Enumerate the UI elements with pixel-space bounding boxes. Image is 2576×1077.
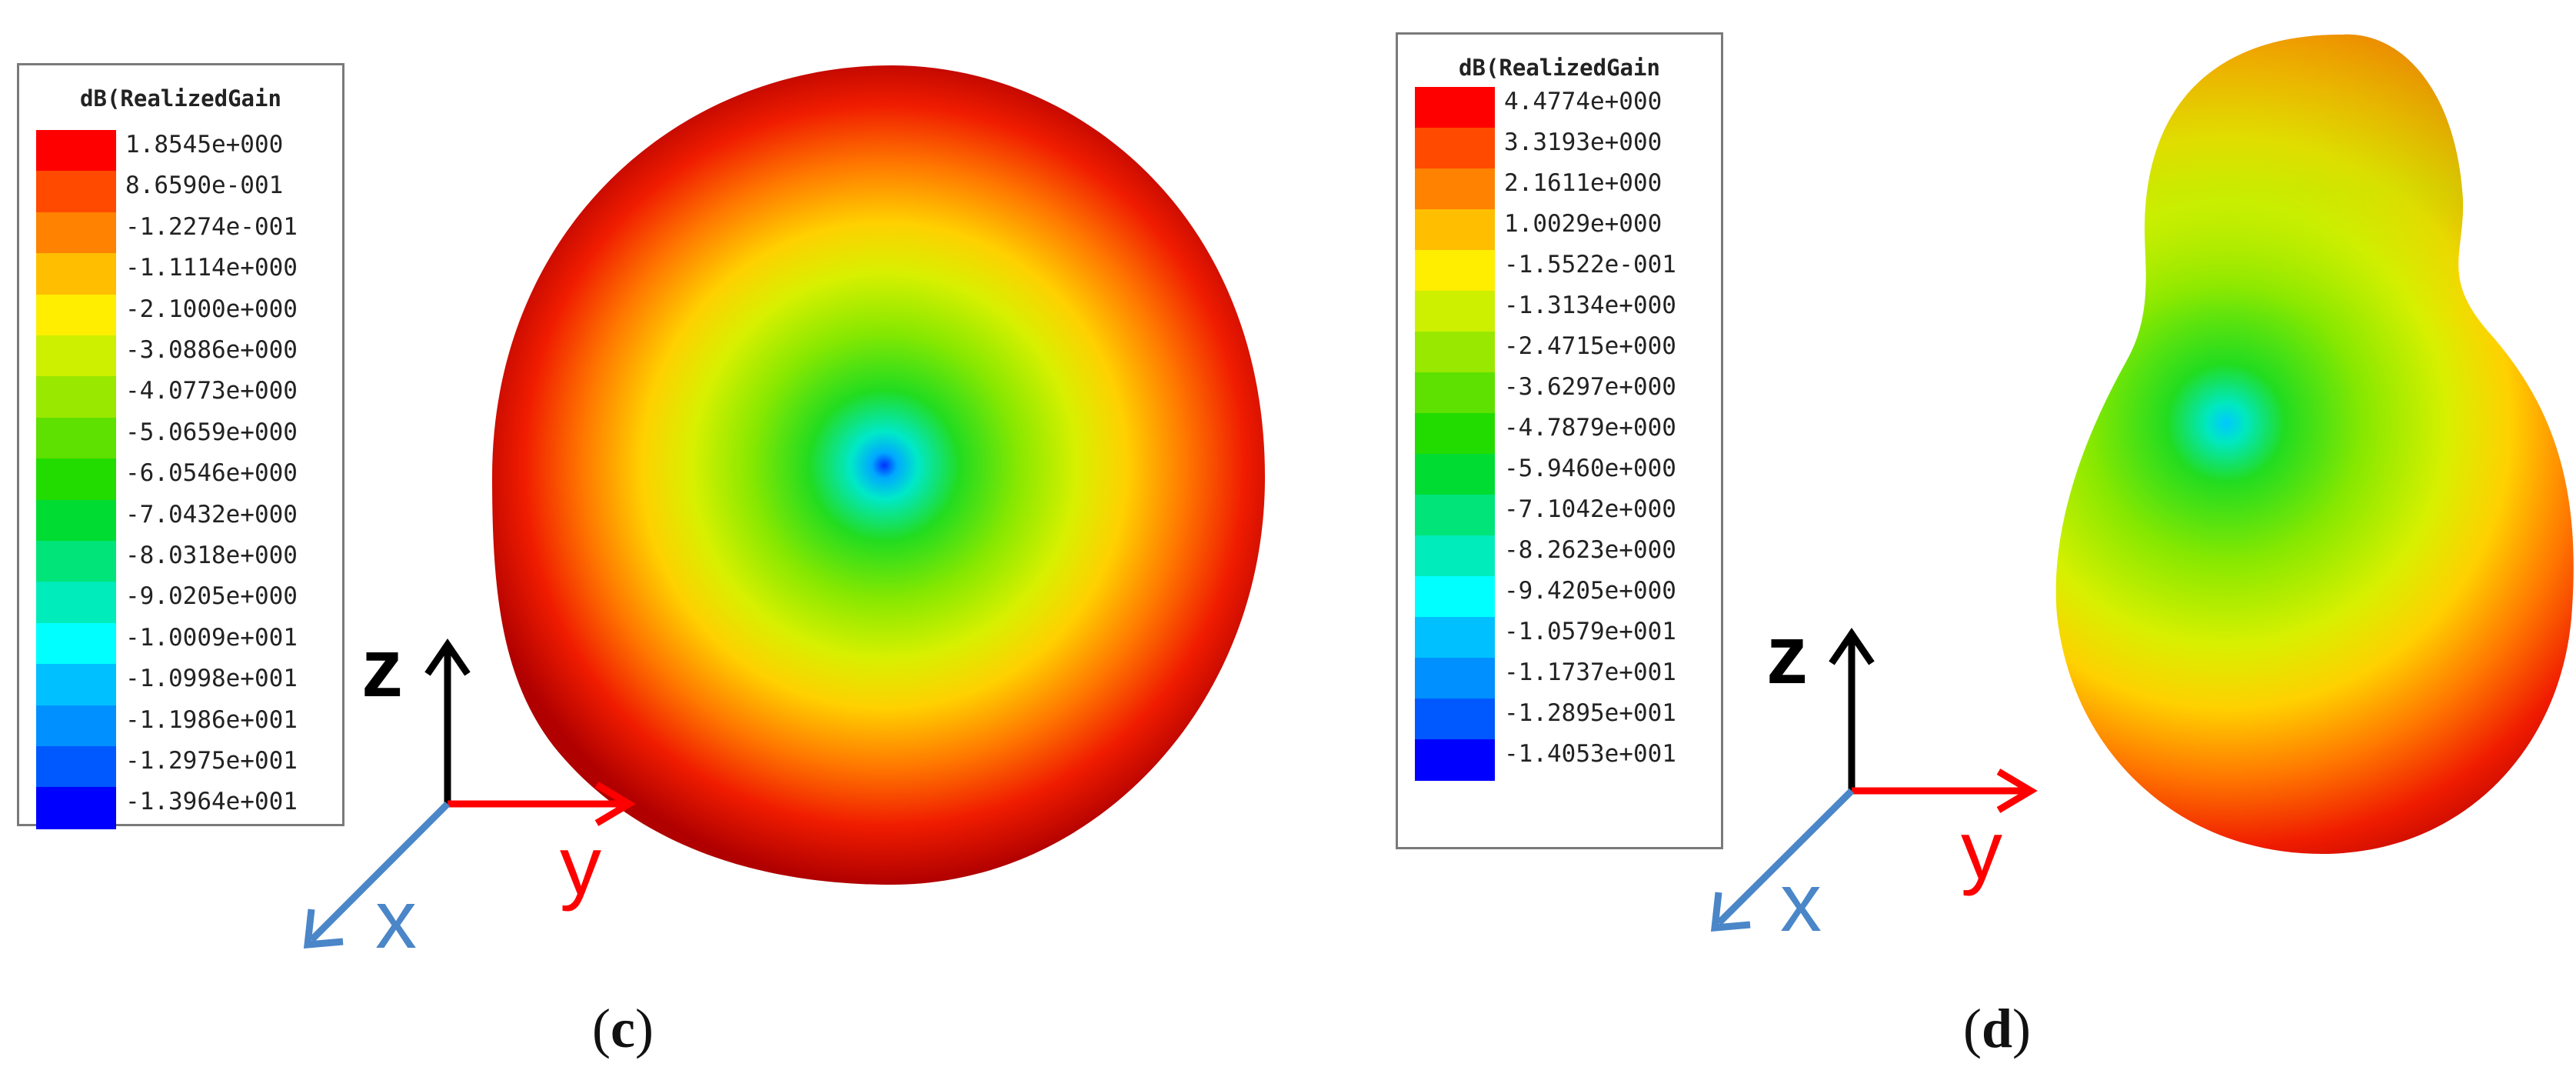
legend-color-swatch — [1415, 250, 1495, 292]
pattern-panel-c: dB(RealizedGain 1.8545e+000 8.6590e-001 … — [17, 63, 1265, 1059]
legend-color-swatch — [36, 705, 116, 747]
z-axis-arrow — [1829, 628, 1875, 791]
pattern-panel-d: dB(RealizedGain 4.4774e+000 3.3193e+000 … — [1288, 0, 2576, 1077]
legend-color-swatch — [1415, 576, 1495, 618]
coordinate-axes: z y x — [303, 621, 636, 965]
legend-color-swatch — [36, 335, 116, 378]
y-axis-arrow — [1852, 769, 2038, 813]
color-legend: dB(RealizedGain 4.4774e+000 3.3193e+000 … — [1396, 32, 1723, 849]
legend-color-swatch — [36, 376, 116, 418]
legend-label: -7.0432e+000 — [125, 500, 298, 528]
x-axis-arrow — [1710, 788, 1855, 932]
legend-label: -1.2895e+001 — [1504, 699, 1676, 727]
legend-color-swatch — [36, 458, 116, 501]
legend-label: 1.0029e+000 — [1504, 210, 1662, 238]
legend-color-swatch — [1415, 739, 1495, 781]
legend-label: -1.3964e+001 — [125, 788, 298, 816]
coordinate-axes: z y x — [1710, 608, 2038, 949]
legend-color-swatch — [1415, 535, 1495, 577]
legend-label: -4.7879e+000 — [1504, 414, 1676, 442]
legend-label: -6.0546e+000 — [125, 459, 298, 488]
legend-color-swatch — [36, 541, 116, 583]
legend-label: -1.0579e+001 — [1504, 618, 1676, 645]
y-axis-label: y — [1961, 803, 2002, 896]
legend-label: 8.6590e-001 — [125, 172, 284, 200]
legend-label: -9.0205e+000 — [125, 582, 298, 611]
x-axis-arrow — [303, 801, 451, 949]
legend-label: -5.0659e+000 — [125, 418, 298, 446]
legend-label: -9.4205e+000 — [1504, 577, 1676, 605]
legend-label: 2.1611e+000 — [1504, 169, 1662, 197]
legend-label: -1.0998e+001 — [125, 665, 298, 693]
legend-label: -8.0318e+000 — [125, 542, 298, 569]
legend-color-swatch — [36, 294, 116, 336]
legend-color-swatch — [1415, 128, 1495, 169]
legend-label: -2.4715e+000 — [1504, 332, 1676, 360]
z-axis-label: z — [361, 621, 403, 714]
legend-label: -1.2274e-001 — [125, 212, 298, 241]
legend-color-swatch — [1415, 291, 1495, 332]
legend-color-swatch — [36, 417, 116, 460]
legend-color-swatch — [36, 622, 116, 665]
legend-color-swatch — [1415, 454, 1495, 495]
legend-label: -1.3134e+000 — [1504, 292, 1676, 319]
legend-label: -1.5522e-001 — [1504, 251, 1676, 278]
legend-color-swatch — [1415, 209, 1495, 251]
legend-color-swatch — [1415, 332, 1495, 373]
radiation-pattern-c — [492, 65, 1265, 885]
upper-lobe-shading — [2144, 34, 2472, 315]
z-axis-arrow — [424, 639, 471, 804]
legend-title: dB(RealizedGain — [1459, 55, 1660, 81]
radiation-pattern-scene — [2055, 34, 2574, 854]
legend-color-swatch — [36, 746, 116, 789]
legend-label: -1.1737e+001 — [1504, 659, 1676, 686]
panel-caption: (d) — [1963, 998, 2032, 1059]
color-legend: dB(RealizedGain 1.8545e+000 8.6590e-001 … — [17, 63, 344, 829]
legend-label: 1.8545e+000 — [125, 131, 284, 158]
legend-label: -1.0009e+001 — [125, 623, 298, 652]
x-axis-label: x — [1780, 855, 1822, 949]
legend-label: 4.4774e+000 — [1504, 88, 1662, 115]
legend-color-swatch — [36, 664, 116, 706]
legend-color-swatch — [36, 212, 116, 255]
legend-color-swatch — [1415, 168, 1495, 210]
legend-color-swatch — [36, 499, 116, 542]
legend-label: -3.0886e+000 — [125, 336, 298, 364]
x-axis-label: x — [375, 872, 417, 965]
legend-label: -1.4053e+001 — [1504, 740, 1676, 768]
legend-label: -1.2975e+001 — [125, 747, 298, 775]
legend-color-swatch — [1415, 413, 1495, 455]
y-axis-label: y — [560, 819, 601, 912]
legend-color-swatch — [1415, 658, 1495, 699]
legend-label: -5.9460e+000 — [1504, 455, 1676, 482]
legend-color-swatch — [36, 787, 116, 829]
legend-color-swatch — [36, 130, 116, 172]
legend-color-swatch — [36, 582, 116, 624]
legend-label: 3.3193e+000 — [1504, 128, 1662, 156]
legend-label: -7.1042e+000 — [1504, 495, 1676, 523]
legend-label: -4.0773e+000 — [125, 377, 298, 405]
legend-label: -2.1000e+000 — [125, 295, 298, 323]
legend-color-swatch — [1415, 699, 1495, 740]
legend-label: -1.1986e+001 — [125, 705, 298, 734]
z-axis-label: z — [1766, 608, 1808, 701]
legend-label: -8.2623e+000 — [1504, 536, 1676, 564]
legend-color-swatch — [1415, 495, 1495, 536]
legend-label: -1.1114e+000 — [125, 254, 298, 282]
legend-color-swatch — [36, 171, 116, 213]
panel-caption: (c) — [592, 998, 654, 1059]
legend-label: -3.6297e+000 — [1504, 373, 1676, 401]
y-axis-arrow — [448, 782, 636, 826]
legend-title: dB(RealizedGain — [80, 85, 281, 112]
radiation-pattern-scene — [492, 65, 1265, 885]
legend-color-swatch — [1415, 617, 1495, 659]
legend-color-swatch — [36, 253, 116, 295]
legend-color-swatch — [1415, 372, 1495, 414]
legend-color-swatch — [1415, 87, 1495, 128]
